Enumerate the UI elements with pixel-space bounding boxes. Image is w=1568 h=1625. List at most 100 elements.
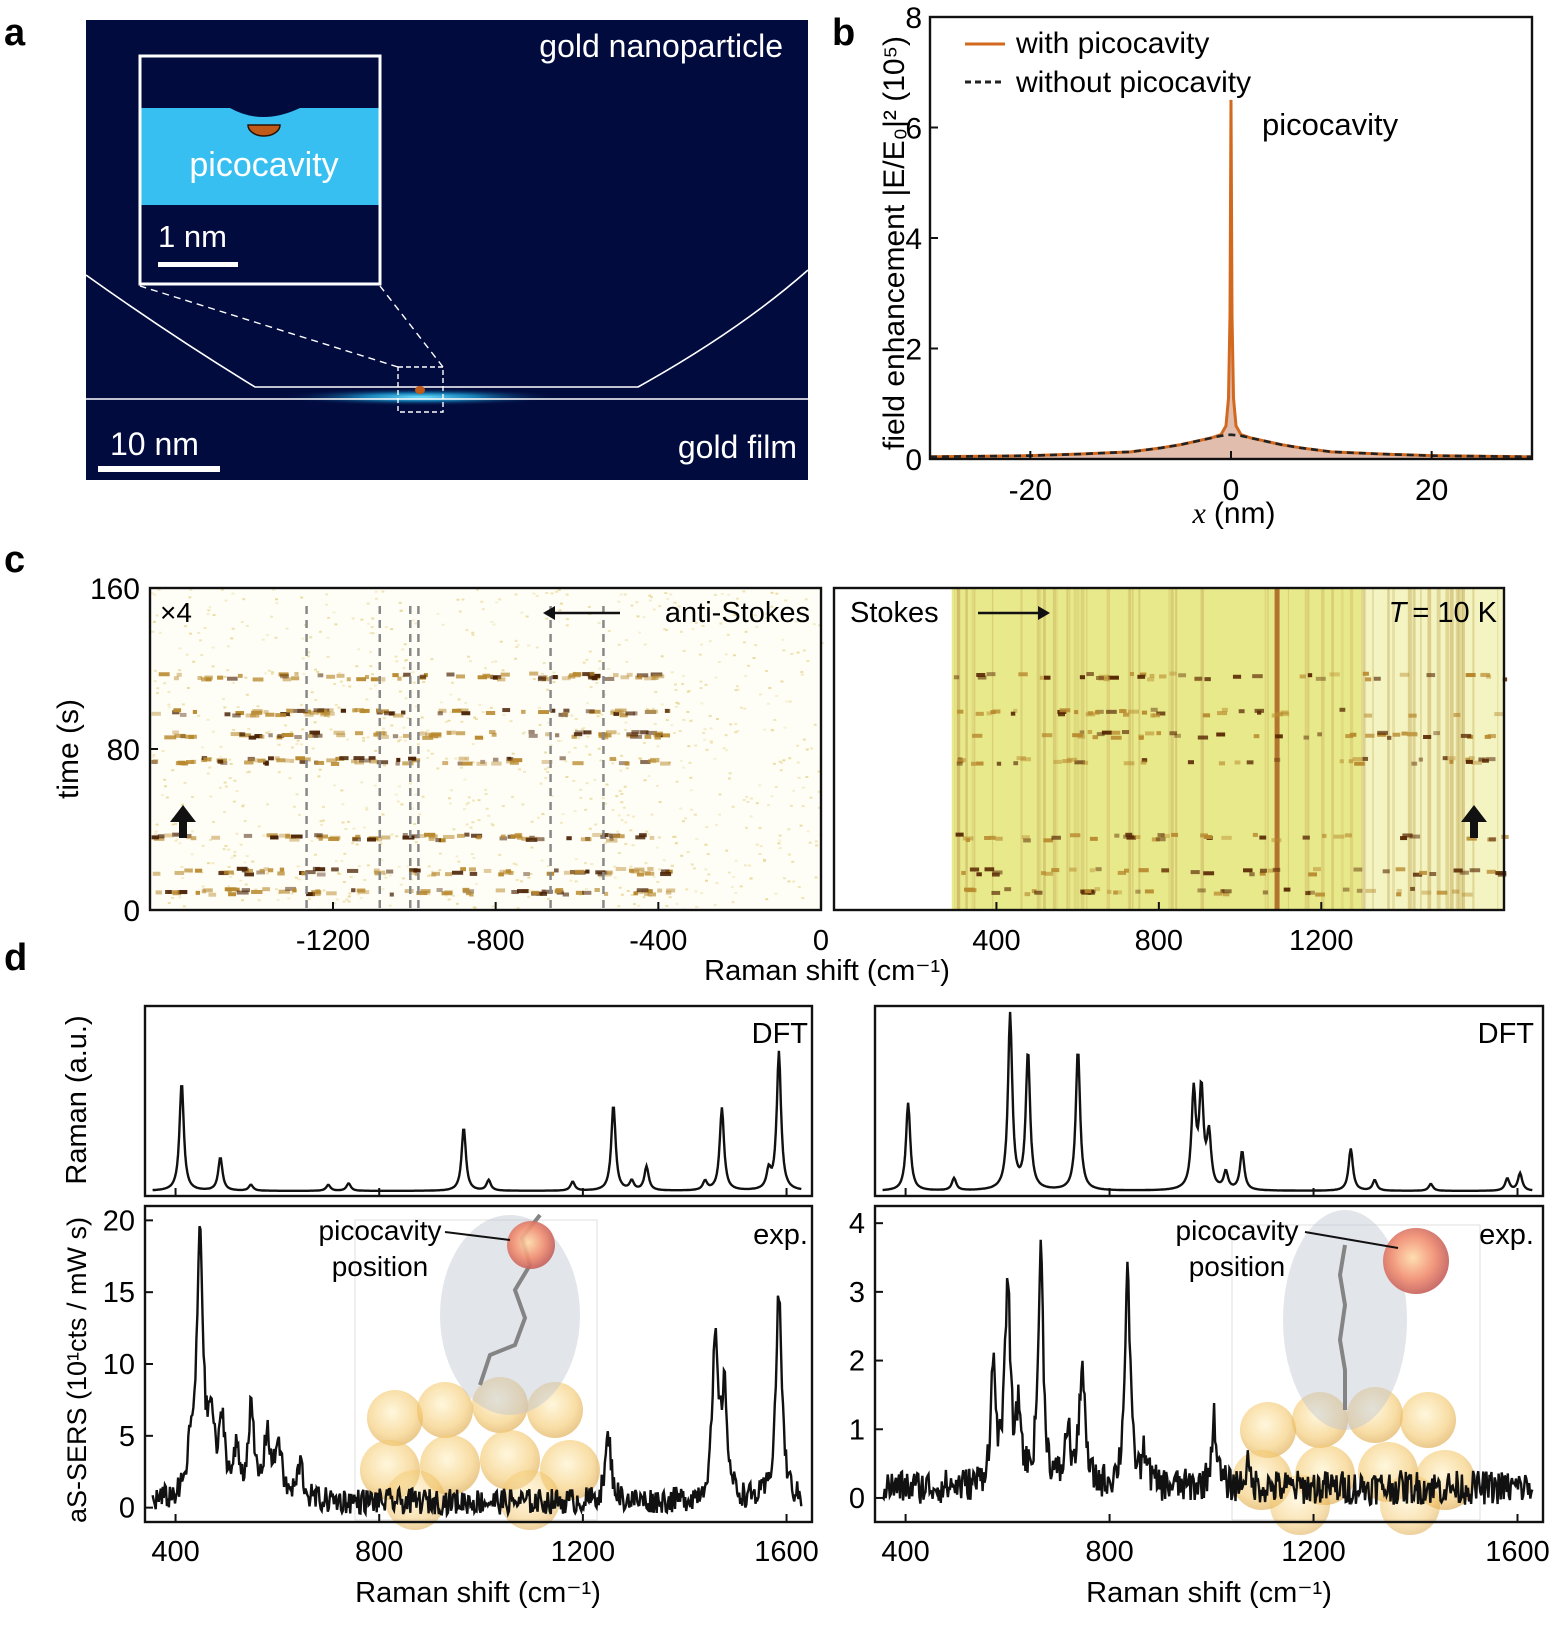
- signal-pixel: [502, 708, 511, 713]
- noise-pixel: [186, 686, 190, 689]
- signal-pixel: [561, 676, 571, 681]
- noise-pixel: [152, 753, 156, 756]
- signal-pixel: [336, 733, 346, 738]
- noise-pixel: [181, 703, 185, 706]
- noise-pixel: [655, 846, 659, 849]
- signal-pixel: [605, 730, 617, 735]
- noise-pixel: [381, 590, 385, 593]
- noise-pixel: [764, 616, 768, 619]
- signal-pixel: [592, 673, 601, 678]
- noise-pixel: [817, 770, 821, 773]
- stokes-signal-pixel: [1040, 871, 1046, 876]
- signal-pixel: [232, 713, 241, 718]
- signal-pixel: [208, 892, 217, 897]
- stokes-signal-pixel: [1449, 759, 1454, 764]
- stokes-label: Stokes: [850, 597, 939, 629]
- noise-pixel: [620, 819, 624, 822]
- noise-pixel: [782, 877, 786, 880]
- noise-pixel: [463, 808, 467, 811]
- noise-pixel: [449, 789, 453, 792]
- noise-pixel: [574, 858, 578, 861]
- stokes-signal-pixel: [1445, 756, 1456, 761]
- noise-pixel: [152, 620, 156, 623]
- stokes-signal-pixel: [1138, 735, 1144, 740]
- noise-pixel: [408, 782, 412, 785]
- stokes-stripe: [1340, 588, 1344, 910]
- noise-pixel: [650, 813, 654, 816]
- signal-pixel: [553, 868, 559, 873]
- noise-pixel: [447, 719, 451, 722]
- noise-pixel: [245, 855, 249, 858]
- signal-pixel: [428, 836, 435, 841]
- noise-pixel: [390, 833, 394, 836]
- signal-pixel: [455, 674, 465, 679]
- stokes-signal-pixel: [1308, 872, 1317, 877]
- noise-pixel: [477, 819, 481, 822]
- noise-pixel: [755, 802, 759, 805]
- legend-with-picocavity: with picocavity: [1015, 27, 1209, 60]
- signal-pixel: [542, 889, 553, 894]
- stokes-signal-pixel: [1353, 867, 1363, 872]
- signal-pixel: [392, 734, 399, 739]
- signal-pixel: [276, 758, 286, 763]
- noise-pixel: [574, 717, 578, 720]
- signal-pixel: [605, 838, 618, 843]
- noise-pixel: [438, 869, 442, 872]
- stokes-signal-pixel: [964, 887, 975, 892]
- signal-pixel: [312, 866, 321, 871]
- noise-pixel: [341, 684, 345, 687]
- stokes-stripe: [1175, 588, 1178, 910]
- noise-pixel: [394, 655, 398, 658]
- noise-pixel: [284, 724, 288, 727]
- noise-pixel: [700, 643, 704, 646]
- noise-pixel: [593, 778, 597, 781]
- noise-pixel: [471, 743, 475, 746]
- noise-pixel: [459, 766, 463, 769]
- signal-pixel: [541, 759, 553, 764]
- signal-pixel: [647, 866, 654, 871]
- zoom-line-right: [379, 285, 444, 368]
- stokes-stripe: [1138, 588, 1141, 910]
- noise-pixel: [483, 667, 487, 670]
- y-tick-label: 3: [849, 1277, 865, 1309]
- noise-pixel: [686, 851, 690, 854]
- noise-pixel: [734, 723, 738, 726]
- noise-pixel: [572, 779, 576, 782]
- signal-pixel: [529, 835, 535, 840]
- signal-pixel: [455, 731, 466, 736]
- noise-pixel: [362, 826, 366, 829]
- noise-pixel: [456, 598, 460, 601]
- stokes-signal-pixel: [1274, 757, 1281, 762]
- signal-pixel: [615, 708, 627, 713]
- noise-pixel: [224, 844, 228, 847]
- stokes-signal-pixel: [1094, 710, 1100, 715]
- noise-pixel: [394, 793, 398, 796]
- signal-pixel: [294, 671, 299, 676]
- noise-pixel: [785, 700, 789, 703]
- signal-pixel: [446, 731, 452, 736]
- stokes-signal-pixel: [1204, 677, 1211, 682]
- signal-pixel: [562, 892, 570, 897]
- noise-pixel: [739, 885, 743, 888]
- signal-pixel: [243, 833, 253, 838]
- stokes-stripe: [1407, 588, 1412, 910]
- noise-pixel: [573, 746, 577, 749]
- signal-pixel: [284, 758, 290, 763]
- signal-pixel: [602, 676, 615, 681]
- stokes-stripe: [1472, 588, 1475, 910]
- noise-pixel: [371, 632, 375, 635]
- noise-pixel: [275, 602, 279, 605]
- stokes-signal-pixel: [1410, 886, 1415, 891]
- stokes-stripe: [1127, 588, 1131, 910]
- stokes-signal-pixel: [976, 872, 982, 877]
- noise-pixel: [320, 823, 324, 826]
- noise-pixel: [288, 777, 292, 780]
- legend-without-picocavity: without picocavity: [1015, 66, 1251, 99]
- stokes-signal-pixel: [1259, 835, 1267, 840]
- signal-pixel: [315, 760, 325, 765]
- noise-pixel: [316, 670, 320, 673]
- stokes-signal-pixel: [1086, 672, 1094, 677]
- noise-pixel: [679, 759, 683, 762]
- stokes-signal-pixel: [1108, 675, 1119, 680]
- stokes-signal-pixel: [953, 675, 960, 680]
